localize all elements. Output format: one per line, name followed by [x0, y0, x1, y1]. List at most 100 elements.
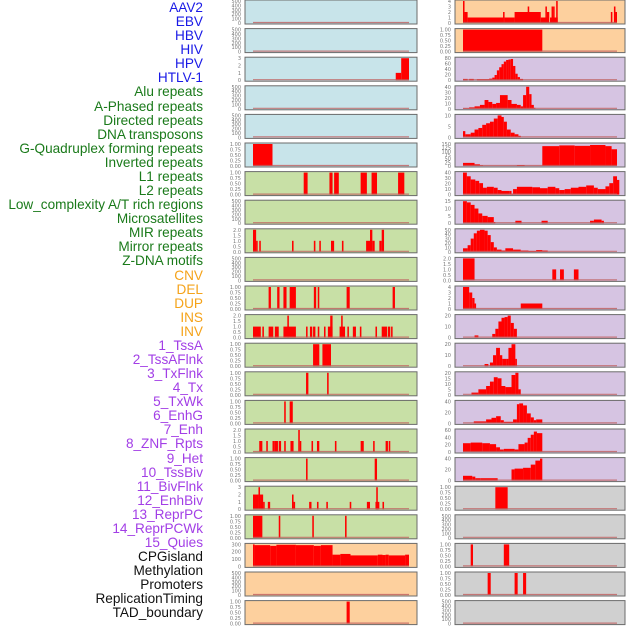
left-panel: [244, 485, 418, 511]
y-tick-label: 0.50: [440, 553, 451, 559]
data-bar: [504, 317, 508, 338]
y-tick-label: 10: [445, 187, 451, 193]
data-bar: [267, 501, 271, 510]
data-bar: [298, 430, 300, 452]
track-label: Low_complexity A/T rich regions: [8, 197, 203, 213]
data-bar: [475, 478, 481, 481]
y-tick-label: 0: [448, 336, 451, 342]
data-bar: [536, 433, 543, 452]
data-bar: [323, 326, 326, 338]
data-bar: [517, 77, 520, 81]
track-label: 2_TssAFlnk: [132, 352, 203, 367]
y-tick-label: 500: [231, 571, 241, 577]
data-bar: [514, 468, 524, 481]
track-label: Z-DNA motifs: [122, 253, 203, 269]
data-bar: [395, 72, 402, 81]
data-bar: [559, 145, 575, 166]
track-label: HPV: [175, 56, 203, 72]
data-bar: [553, 6, 555, 23]
y-tick-label: 0.50: [230, 296, 241, 302]
y-tick-label: 150: [441, 142, 451, 148]
track-label: DUP: [174, 295, 203, 311]
y-tick-label: 75: [445, 153, 451, 159]
data-bar: [256, 240, 258, 252]
y-tick-label: 0.25: [230, 159, 241, 165]
y-tick-label: 0: [448, 250, 451, 256]
right-panel: [454, 542, 626, 568]
y-tick-label: 1.0: [233, 439, 241, 445]
data-bar: [289, 401, 293, 424]
data-bar: [482, 124, 487, 138]
data-bar: [316, 501, 319, 510]
data-bar: [500, 420, 504, 424]
data-bar: [578, 186, 587, 195]
y-tick-label: 0.75: [440, 577, 451, 583]
track-label: Promoters: [140, 577, 203, 593]
y-tick-label: 25: [445, 160, 451, 166]
data-bar: [388, 555, 406, 567]
data-bar: [545, 6, 547, 23]
data-bar: [306, 326, 308, 338]
y-tick-label: 0.00: [230, 307, 241, 313]
track-label: CPGisland: [138, 549, 203, 565]
data-bar: [613, 6, 616, 23]
data-bar: [506, 129, 511, 138]
y-tick-label: 1.00: [230, 600, 241, 606]
y-tick-label: 100: [231, 131, 241, 137]
y-tick-label: 0: [448, 421, 451, 427]
data-bar: [388, 441, 391, 452]
track-label: Mirror repeats: [118, 239, 203, 255]
y-tick-label: 0.50: [440, 496, 451, 502]
y-tick-label: 0.50: [230, 382, 241, 388]
left-panel: [244, 28, 418, 54]
y-tick-label: 300: [231, 36, 241, 42]
data-bar: [493, 355, 497, 367]
y-tick-label: 5: [448, 124, 451, 130]
y-tick-label: 0.00: [230, 193, 241, 199]
y-tick-label: 0.25: [230, 302, 241, 308]
y-tick-label: 0.25: [230, 359, 241, 365]
track-label: HTLV-1: [157, 70, 203, 86]
data-bar: [330, 315, 333, 338]
data-bar: [511, 103, 517, 109]
left-panel: [244, 285, 418, 311]
y-tick-label: 125: [441, 146, 451, 152]
data-bar: [490, 242, 494, 252]
data-bar: [366, 240, 370, 252]
y-tick-label: 200: [231, 550, 241, 556]
data-bar: [511, 469, 515, 481]
y-tick-label: 15: [445, 376, 451, 382]
y-tick-label: 200: [231, 212, 241, 218]
data-bar: [334, 172, 339, 195]
data-bar: [253, 144, 273, 166]
data-bar: [470, 544, 474, 567]
y-tick-label: 0.00: [230, 536, 241, 542]
track-label: 4_Tx: [172, 380, 203, 396]
y-tick-label: 5: [448, 387, 451, 393]
y-tick-label: 40: [445, 435, 451, 441]
data-bar: [505, 248, 514, 252]
y-tick-label: 0.50: [230, 525, 241, 531]
data-bar: [306, 372, 309, 395]
y-tick-label: 0.75: [230, 348, 241, 354]
data-bar: [515, 220, 522, 224]
data-bar: [463, 29, 543, 52]
y-tick-label: 400: [231, 89, 241, 95]
track-label: Methylation: [133, 563, 203, 579]
y-tick-label: 30: [445, 176, 451, 182]
y-tick-label: 40: [445, 232, 451, 238]
y-tick-label: 0.50: [230, 182, 241, 188]
y-tick-label: 300: [231, 580, 241, 586]
y-tick-label: 100: [231, 274, 241, 280]
y-tick-label: 30: [445, 237, 451, 243]
data-bar: [484, 100, 489, 109]
y-tick-label: 20: [445, 314, 451, 320]
data-bar: [546, 12, 550, 23]
track-label: Alu repeats: [134, 84, 203, 100]
y-tick-label: 0.50: [440, 582, 451, 588]
data-bar: [510, 132, 515, 138]
data-bar: [377, 554, 383, 567]
y-tick-label: 0.5: [233, 244, 241, 250]
y-tick-label: 300: [441, 523, 451, 529]
data-bar: [501, 386, 506, 395]
